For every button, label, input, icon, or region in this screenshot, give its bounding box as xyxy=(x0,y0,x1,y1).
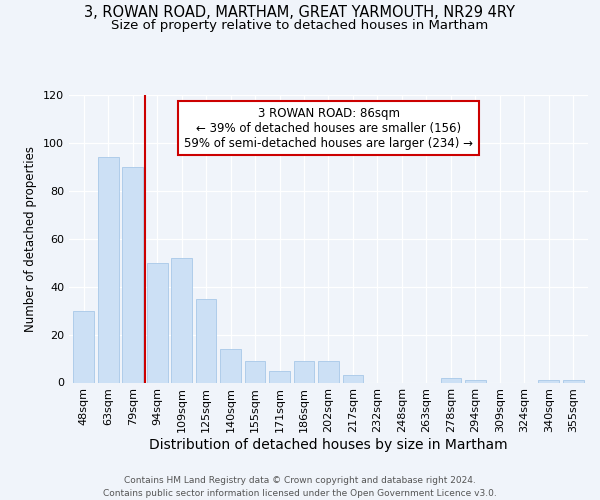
Bar xyxy=(220,349,241,382)
Bar xyxy=(269,370,290,382)
Bar xyxy=(171,258,192,382)
Text: Contains HM Land Registry data © Crown copyright and database right 2024.: Contains HM Land Registry data © Crown c… xyxy=(124,476,476,485)
Bar xyxy=(465,380,486,382)
Bar xyxy=(98,158,119,382)
Text: Contains public sector information licensed under the Open Government Licence v3: Contains public sector information licen… xyxy=(103,489,497,498)
Text: Distribution of detached houses by size in Martham: Distribution of detached houses by size … xyxy=(149,438,508,452)
Bar xyxy=(563,380,584,382)
Bar xyxy=(293,361,314,382)
Bar xyxy=(122,167,143,382)
Bar xyxy=(318,361,339,382)
Bar xyxy=(196,298,217,382)
Bar xyxy=(343,376,364,382)
Text: 3 ROWAN ROAD: 86sqm
← 39% of detached houses are smaller (156)
59% of semi-detac: 3 ROWAN ROAD: 86sqm ← 39% of detached ho… xyxy=(184,106,473,150)
Text: 3, ROWAN ROAD, MARTHAM, GREAT YARMOUTH, NR29 4RY: 3, ROWAN ROAD, MARTHAM, GREAT YARMOUTH, … xyxy=(85,5,515,20)
Bar xyxy=(538,380,559,382)
Y-axis label: Number of detached properties: Number of detached properties xyxy=(25,146,37,332)
Bar xyxy=(245,361,265,382)
Bar xyxy=(73,310,94,382)
Bar xyxy=(440,378,461,382)
Text: Size of property relative to detached houses in Martham: Size of property relative to detached ho… xyxy=(112,18,488,32)
Bar xyxy=(147,262,167,382)
